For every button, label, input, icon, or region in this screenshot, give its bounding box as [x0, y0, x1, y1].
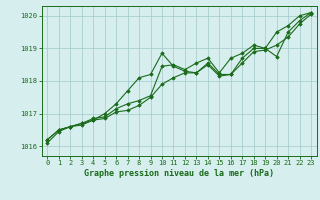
X-axis label: Graphe pression niveau de la mer (hPa): Graphe pression niveau de la mer (hPa) — [84, 169, 274, 178]
